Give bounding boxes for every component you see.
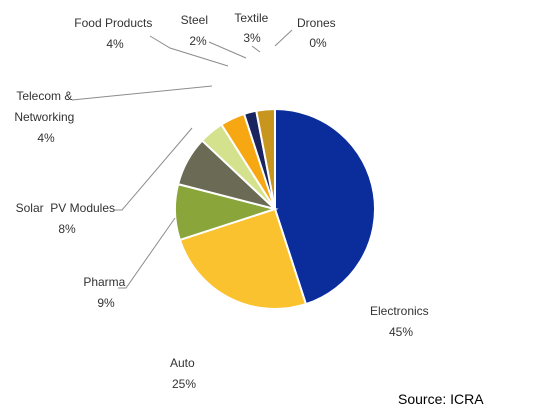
slice-value-pharma: 9% xyxy=(97,296,115,310)
slice-label-electronics: Electronics 45% xyxy=(370,304,432,339)
slice-name-pharma: Pharma xyxy=(83,275,125,289)
pie-slice-electronics xyxy=(274,107,377,306)
pie-slices xyxy=(174,107,377,310)
leader-line-pharma xyxy=(118,217,176,289)
slice-label-food-products: Food Products 4% xyxy=(74,16,155,51)
leader-lines xyxy=(71,29,293,289)
pie-slice-textile xyxy=(255,107,276,210)
leader-line-steel xyxy=(208,41,247,59)
slice-name-telecom-line1: Telecom & xyxy=(16,89,72,103)
slice-name-drones: Drones xyxy=(297,16,336,30)
slice-label-steel: Steel 2% xyxy=(181,13,212,48)
slice-value-telecom: 4% xyxy=(37,131,55,145)
pie-slice-auto xyxy=(178,207,308,310)
slice-label-solar: Solar PV Modules 8% xyxy=(16,201,119,236)
slice-name-auto: Auto xyxy=(170,356,195,370)
slice-name-solar: Solar PV Modules xyxy=(16,201,115,215)
slice-value-food-products: 4% xyxy=(106,37,124,51)
leader-line-telecom xyxy=(71,85,213,101)
slice-name-electronics: Electronics xyxy=(370,304,429,318)
source-annotation: Source: ICRA xyxy=(398,391,484,407)
slice-value-auto: 25% xyxy=(172,377,196,391)
slice-label-telecom: Telecom & Networking 4% xyxy=(14,89,77,145)
leader-line-food-products xyxy=(149,35,229,67)
slice-label-drones: Drones 0% xyxy=(297,16,339,50)
leader-line-solar xyxy=(114,127,193,211)
slice-value-steel: 2% xyxy=(189,34,207,48)
slice-name-food-products: Food Products xyxy=(74,16,152,30)
slice-value-textile: 3% xyxy=(243,31,261,45)
slice-name-telecom-line2: Networking xyxy=(14,110,74,124)
leader-line-textile xyxy=(251,45,261,53)
slice-value-solar: 8% xyxy=(58,222,76,236)
slice-label-pharma: Pharma 9% xyxy=(83,275,128,310)
slice-value-drones: 0% xyxy=(309,36,327,50)
slice-value-electronics: 45% xyxy=(389,325,413,339)
leader-line-drones xyxy=(274,29,293,47)
slice-name-steel: Steel xyxy=(181,13,208,27)
slice-label-auto: Auto 25% xyxy=(170,356,198,391)
slice-name-textile: Textile xyxy=(234,11,268,25)
slice-label-textile: Textile 3% xyxy=(234,11,271,45)
